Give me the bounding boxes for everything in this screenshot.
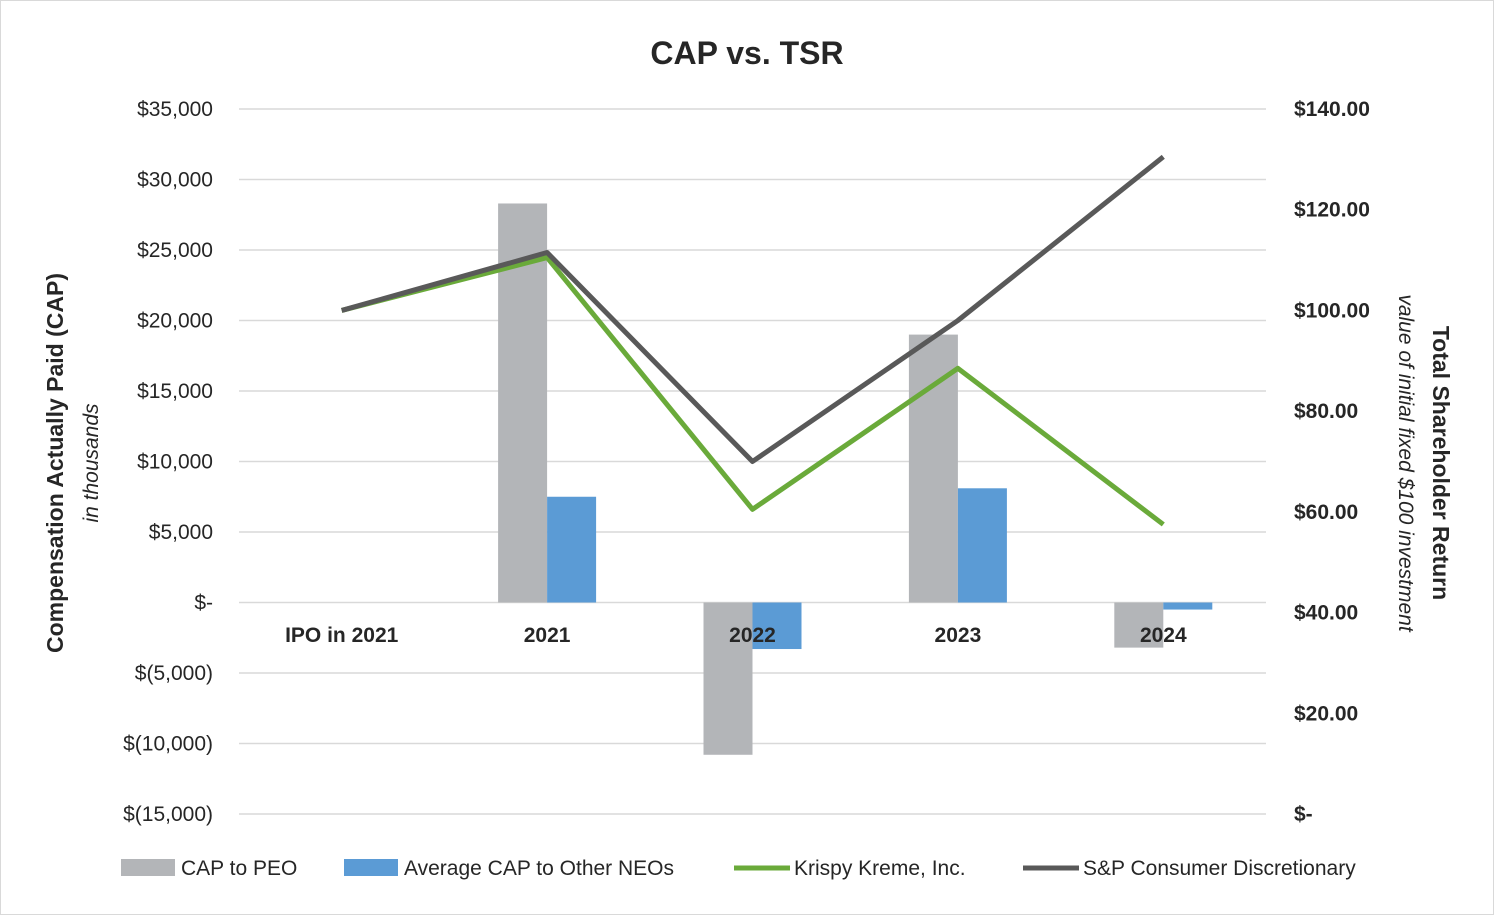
right-tick-label: $40.00 xyxy=(1294,602,1358,625)
category-label: IPO in 2021 xyxy=(285,624,399,647)
legend-swatch-cap-to-peo xyxy=(121,859,175,876)
left-tick-label: $35,000 xyxy=(137,98,213,121)
line-krispy-kreme xyxy=(341,255,1165,527)
category-label: 2022 xyxy=(729,624,776,647)
left-axis-title: Compensation Actually Paid (CAP) xyxy=(42,273,68,653)
left-tick-label: $(5,000) xyxy=(135,662,213,685)
right-tick-label: $100.00 xyxy=(1294,299,1370,322)
legend-label-krispy-kreme: Krispy Kreme, Inc. xyxy=(794,857,966,880)
left-tick-label: $30,000 xyxy=(137,169,213,192)
bar-average-cap-other-neos xyxy=(547,496,597,603)
legend: CAP to PEO Average CAP to Other NEOs Kri… xyxy=(121,857,1356,880)
left-tick-label: $5,000 xyxy=(149,521,213,544)
right-axis-subtitle: value of initial fixed $100 investment xyxy=(1394,294,1417,633)
right-axis-title: Total Shareholder Return xyxy=(1428,326,1454,600)
left-tick-label: $20,000 xyxy=(137,310,213,333)
legend-label-cap-to-peo: CAP to PEO xyxy=(181,857,297,880)
right-axis-ticks: $140.00 $120.00 $100.00 $80.00 $60.00 $40.00 $… xyxy=(1294,98,1370,826)
lines xyxy=(341,154,1165,527)
left-tick-label: $(10,000) xyxy=(123,733,213,756)
bar-average-cap-other-neos xyxy=(957,488,1007,603)
left-tick-label: $- xyxy=(194,592,213,615)
left-axis-subtitle: in thousands xyxy=(80,403,103,523)
category-labels: IPO in 2021 2021 2022 2023 2024 xyxy=(285,624,1187,647)
left-tick-label: $25,000 xyxy=(137,239,213,262)
right-tick-label: $- xyxy=(1294,803,1313,826)
category-label: 2024 xyxy=(1140,624,1187,647)
category-label: 2021 xyxy=(524,624,571,647)
left-tick-label: $15,000 xyxy=(137,380,213,403)
bar-average-cap-other-neos xyxy=(752,602,802,650)
line-sp-consumer-discretionary xyxy=(341,154,1165,464)
bar-cap-to-peo xyxy=(1114,602,1164,648)
category-label: 2023 xyxy=(935,624,982,647)
left-axis-ticks: $35,000 $30,000 $25,000 $20,000 $15,000 $10,0… xyxy=(123,98,213,826)
legend-label-sp-consumer-discretionary: S&P Consumer Discretionary xyxy=(1083,857,1356,880)
chart-title: CAP vs. TSR xyxy=(650,35,843,71)
left-tick-label: $10,000 xyxy=(137,451,213,474)
bar-cap-to-peo xyxy=(703,602,753,755)
right-tick-label: $140.00 xyxy=(1294,98,1370,121)
right-tick-label: $20.00 xyxy=(1294,702,1358,725)
right-tick-label: $60.00 xyxy=(1294,501,1358,524)
bar-average-cap-other-neos xyxy=(1163,602,1213,610)
right-tick-label: $80.00 xyxy=(1294,400,1358,423)
right-tick-label: $120.00 xyxy=(1294,199,1370,222)
legend-label-average-cap: Average CAP to Other NEOs xyxy=(404,857,674,880)
bar-cap-to-peo xyxy=(908,334,958,603)
legend-swatch-average-cap xyxy=(344,859,398,876)
left-tick-label: $(15,000) xyxy=(123,803,213,826)
